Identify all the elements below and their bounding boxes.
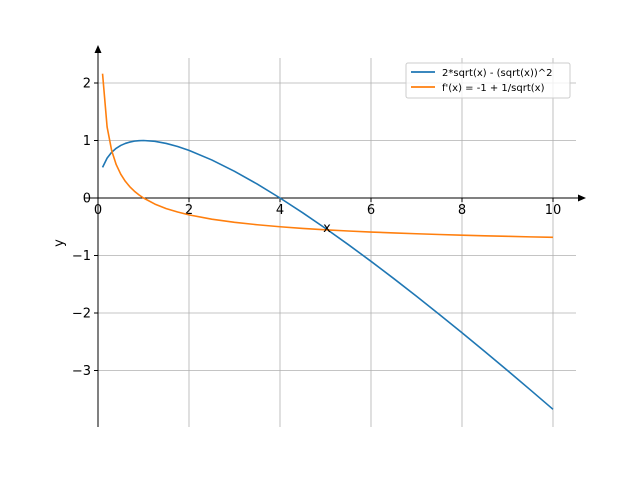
y-tick-label-0: 0 xyxy=(83,192,91,207)
legend-label-series-1: 2*sqrt(x) - (sqrt(x))^2 xyxy=(442,68,553,79)
y-tick-label-2: 2 xyxy=(83,77,91,92)
x-tick-label-6: 6 xyxy=(367,203,375,218)
x-axis-arrow-icon xyxy=(578,194,586,202)
series-line-2 xyxy=(101,73,554,239)
y-tick-label--2: −2 xyxy=(72,307,91,322)
series-layer xyxy=(101,73,554,410)
x-tick-label-0: 0 xyxy=(94,203,102,218)
axes xyxy=(84,45,586,427)
x-tick-label-2: 2 xyxy=(185,203,193,218)
x-tick-label-8: 8 xyxy=(458,203,466,218)
x-tick-label-10: 10 xyxy=(545,203,562,218)
legend: 2*sqrt(x) - (sqrt(x))^2 f'(x) = -1 + 1/s… xyxy=(405,62,571,99)
y-tick-label-1: 1 xyxy=(83,134,91,149)
grid xyxy=(98,58,576,427)
x-tick-label-4: 4 xyxy=(276,203,284,218)
x-axis-label: x xyxy=(323,221,331,236)
y-axis-label: y xyxy=(52,239,67,247)
legend-label-series-2: f'(x) = -1 + 1/sqrt(x) xyxy=(442,83,545,94)
legend-frame xyxy=(405,62,571,99)
y-tick-label--1: −1 xyxy=(72,249,91,264)
y-axis-arrow-icon xyxy=(94,45,102,53)
series-line-1 xyxy=(101,139,554,410)
ticks: 0 2 4 6 8 10 −3 −2 −1 0 1 2 xyxy=(72,77,561,380)
y-tick-label--3: −3 xyxy=(72,364,91,379)
